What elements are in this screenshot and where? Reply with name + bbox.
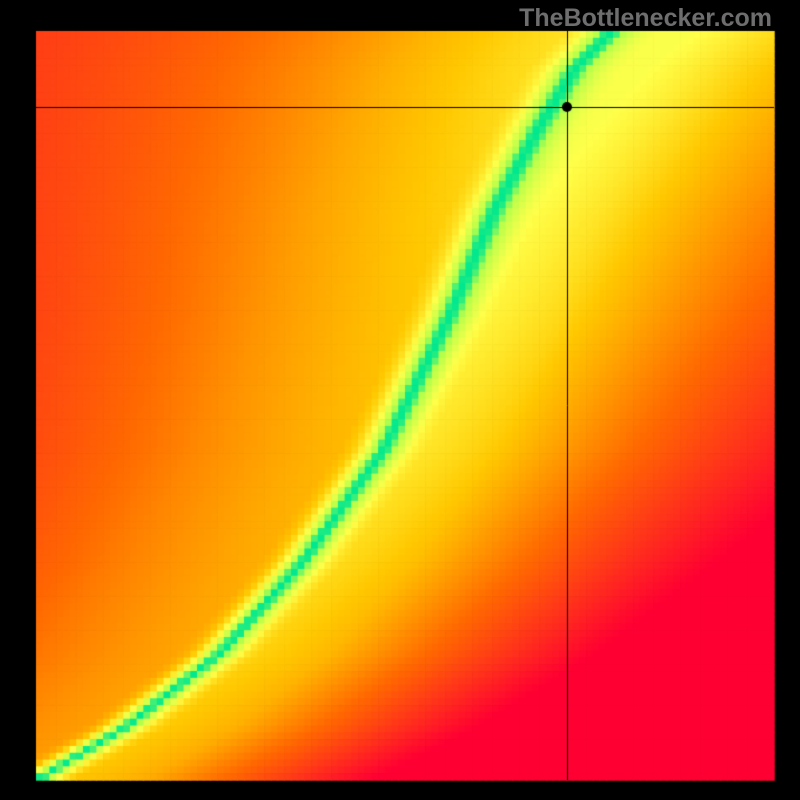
heatmap-canvas [0,0,800,800]
watermark-text: TheBottlenecker.com [519,4,772,33]
